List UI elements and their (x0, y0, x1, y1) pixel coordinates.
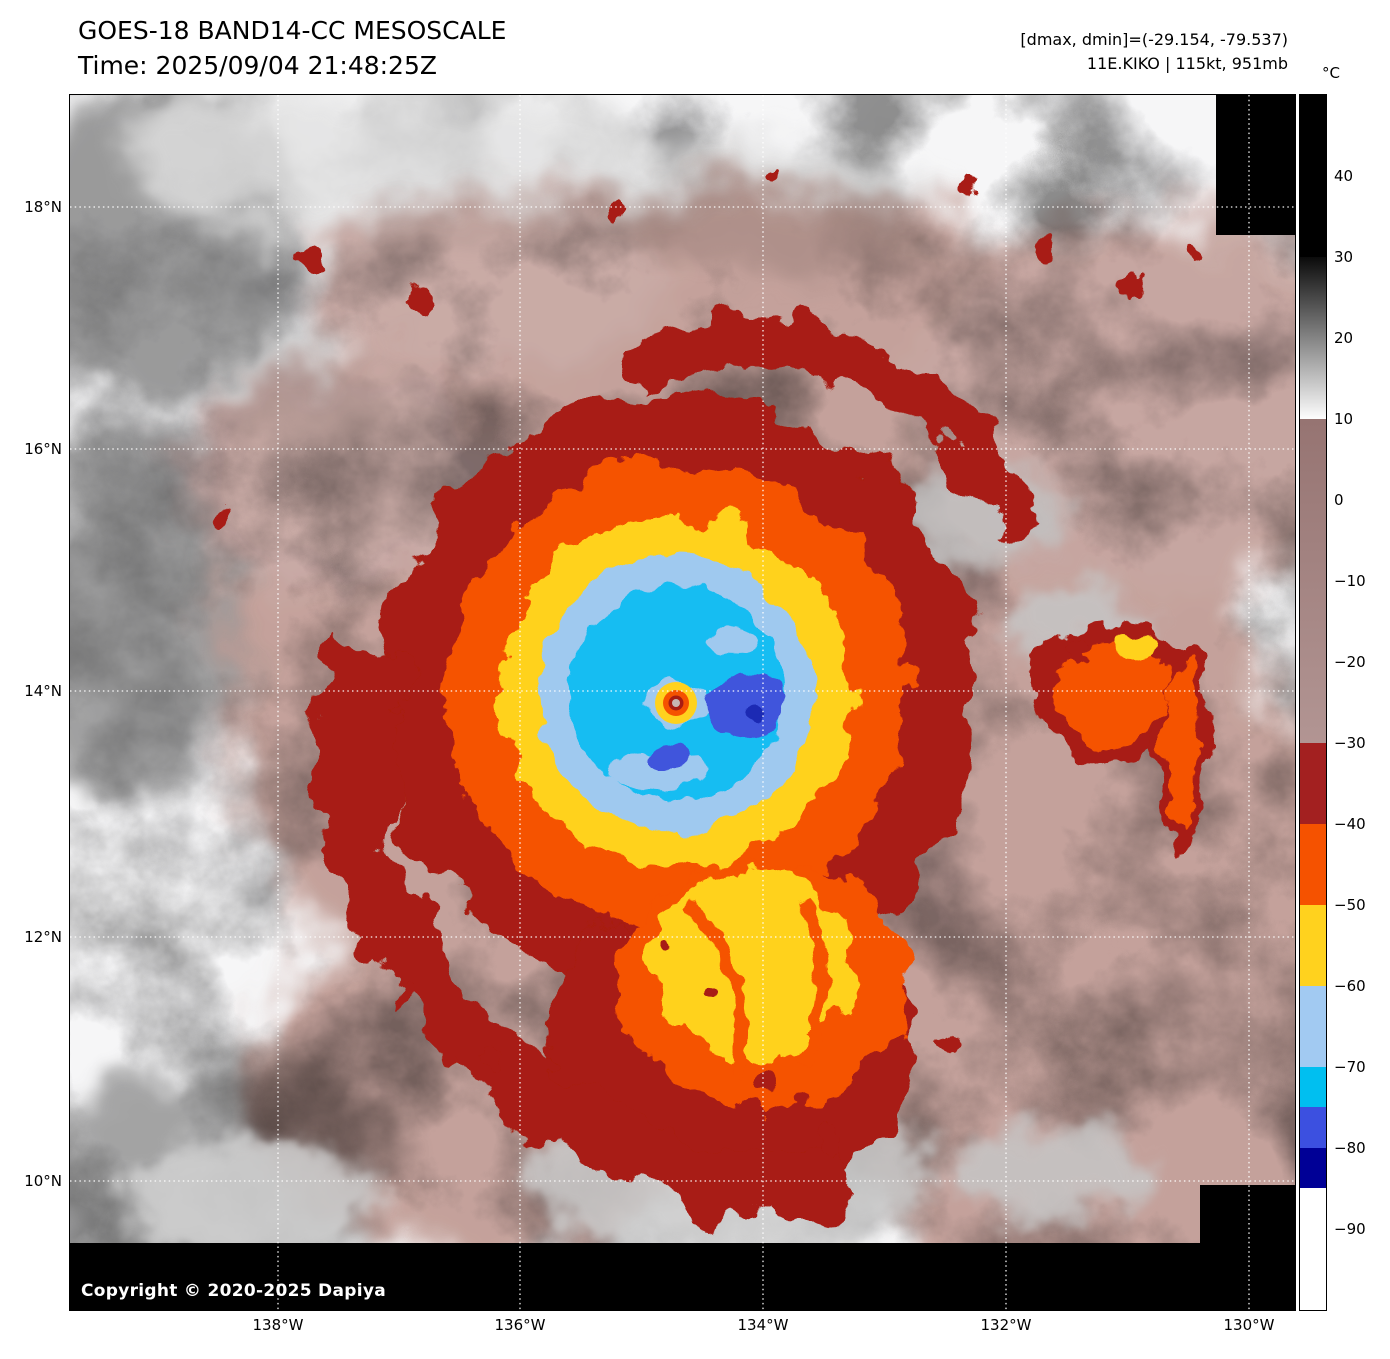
colorbar-segment (1300, 257, 1326, 419)
colorbar (1299, 94, 1327, 1311)
lat-label-14n: 14°N (24, 682, 62, 700)
satellite-image-panel: Copyright © 2020-2025 Dapiya (69, 94, 1296, 1311)
colorbar-segment (1300, 986, 1326, 1067)
colorbar-tick-40: 40 (1334, 167, 1354, 185)
colorbar-tick-m90: −90 (1334, 1220, 1366, 1238)
lat-label-12n: 12°N (24, 928, 62, 946)
lon-label-132w: 132°W (980, 1316, 1032, 1334)
colorbar-segment (1300, 1148, 1326, 1188)
colorbar-segment (1300, 824, 1326, 905)
lobe-streaks (686, 895, 827, 1077)
colorbar-tick-10: 10 (1334, 410, 1354, 428)
dmax-dmin-readout: [dmax, dmin]=(-29.154, -79.537) (1020, 30, 1288, 49)
colorbar-segment (1300, 1188, 1326, 1310)
storm-readout: 11E.KIKO | 115kt, 951mb (1086, 54, 1288, 73)
colorbar-tick-m10: −10 (1334, 572, 1366, 590)
no-data-mask (70, 95, 1295, 1310)
cold-blue-blobs (646, 673, 786, 767)
header-right: [dmax, dmin]=(-29.154, -79.537) 11E.KIKO… (1020, 28, 1288, 76)
colorbar-segment (1300, 95, 1326, 257)
colorbar-tick-20: 20 (1334, 329, 1354, 347)
lon-label-136w: 136°W (494, 1316, 546, 1334)
lat-label-16n: 16°N (24, 440, 62, 458)
colorbar-tick-0: 0 (1334, 491, 1344, 509)
satellite-raster (70, 95, 1295, 1310)
colorbar-tick-30: 30 (1334, 248, 1354, 266)
east-convection (1030, 625, 1209, 845)
graticule (70, 95, 1295, 1310)
colorbar-tick-m70: −70 (1334, 1058, 1366, 1076)
eye (655, 682, 697, 724)
colorbar-segment (1300, 1107, 1326, 1148)
colorbar-segment (1300, 419, 1326, 743)
colorbar-tick-m40: −40 (1334, 815, 1366, 833)
colorbar-segment (1300, 743, 1326, 824)
lon-label-130w: 130°W (1223, 1316, 1275, 1334)
hurricane (316, 319, 1043, 1219)
header-left: GOES-18 BAND14-CC MESOSCALE Time: 2025/0… (78, 16, 506, 80)
copyright-watermark: Copyright © 2020-2025 Dapiya (81, 1281, 386, 1301)
colorbar-tick-m50: −50 (1334, 896, 1366, 914)
colorbar-tick-m80: −80 (1334, 1139, 1366, 1157)
colorbar-tick-m60: −60 (1334, 977, 1366, 995)
cold-speckles (210, 168, 1203, 1145)
product-title: GOES-18 BAND14-CC MESOSCALE (78, 16, 507, 45)
lon-label-134w: 134°W (737, 1316, 789, 1334)
timestamp: Time: 2025/09/04 21:48:25Z (78, 51, 437, 80)
lobe-speckles (658, 935, 780, 1092)
colorbar-tick-m20: −20 (1334, 653, 1366, 671)
colorbar-tick-m30: −30 (1334, 734, 1366, 752)
colorbar-segment (1300, 905, 1326, 986)
colorbar-unit-label: °C (1322, 64, 1340, 82)
lat-label-18n: 18°N (24, 198, 62, 216)
lon-label-138w: 138°W (252, 1316, 304, 1334)
lat-label-10n: 10°N (24, 1172, 62, 1190)
colorbar-segment (1300, 1067, 1326, 1107)
